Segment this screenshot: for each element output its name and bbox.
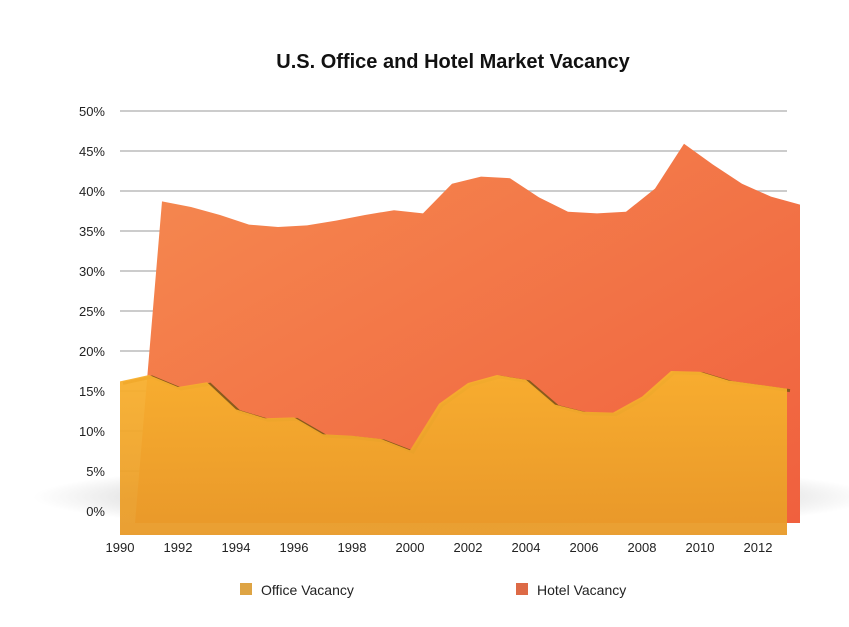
x-tick-label: 2004 [512,540,541,555]
y-tick-label: 50% [79,104,105,119]
x-tick-label: 1998 [338,540,367,555]
y-tick-label: 10% [79,424,105,439]
y-tick-label: 20% [79,344,105,359]
x-tick-label: 1990 [106,540,135,555]
x-tick-label: 2008 [628,540,657,555]
legend-label-office: Office Vacancy [261,582,354,598]
x-tick-label: 2000 [396,540,425,555]
y-tick-label: 5% [86,464,105,479]
x-tick-label: 2006 [570,540,599,555]
legend-label-hotel: Hotel Vacancy [537,582,626,598]
office-vacancy-area [120,371,787,535]
x-tick-label: 1994 [222,540,251,555]
y-tick-label: 40% [79,184,105,199]
legend-swatch-office [240,583,252,595]
y-tick-label: 15% [79,384,105,399]
y-tick-label: 25% [79,304,105,319]
chart-title: U.S. Office and Hotel Market Vacancy [276,51,630,73]
x-tick-label: 2010 [686,540,715,555]
y-tick-label: 35% [79,224,105,239]
legend-swatch-hotel [516,583,528,595]
y-tick-label: 45% [79,144,105,159]
y-tick-label: 0% [86,504,105,519]
x-tick-label: 1996 [280,540,309,555]
x-tick-label: 2012 [744,540,773,555]
x-tick-label: 2002 [454,540,483,555]
y-tick-label: 30% [79,264,105,279]
x-tick-label: 1992 [164,540,193,555]
legend: Office Vacancy Hotel Vacancy [240,582,626,598]
